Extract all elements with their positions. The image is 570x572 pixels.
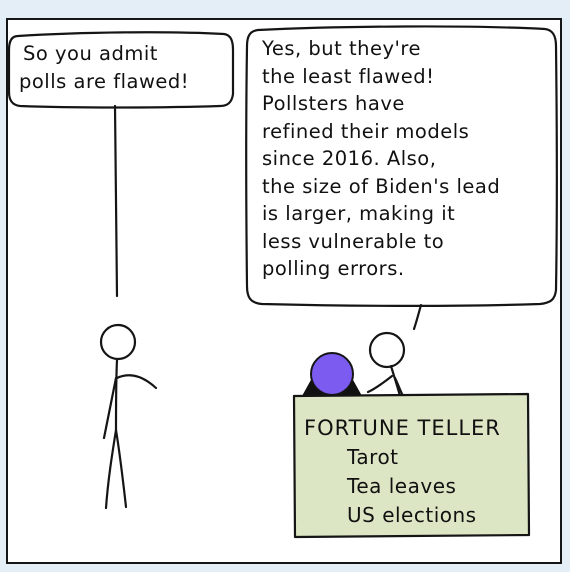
right-speech-bubble — [245, 25, 558, 307]
crystal-ball — [302, 352, 362, 396]
right-bubble-line: since 2016. Also, — [262, 147, 437, 170]
sign-item: US elections — [347, 503, 477, 527]
right-bubble-line: Pollsters have — [262, 92, 405, 115]
right-bubble-line: the least flawed! — [262, 64, 435, 88]
sign-item: Tea leaves — [347, 474, 457, 498]
right-bubble-line: Yes, but they're — [262, 37, 421, 60]
right-bubble-line: polling errors. — [262, 257, 405, 280]
left-stick-figure — [99, 323, 158, 510]
left-bubble-pointer — [113, 104, 119, 298]
sign-title: FORTUNE TELLER — [304, 416, 501, 440]
right-bubble-line: is larger, making it — [262, 202, 456, 225]
left-speech-bubble — [7, 31, 235, 109]
right-bubble-pointer — [412, 303, 423, 331]
left-bubble-line: polls are flawed! — [19, 70, 190, 93]
sign-item: Tarot — [347, 445, 399, 469]
fortune-teller-figure — [366, 331, 406, 398]
left-bubble-line: So you admit — [23, 42, 158, 65]
fortune-teller-sign — [292, 392, 531, 539]
right-bubble-line: the size of Biden's lead — [262, 174, 501, 198]
right-bubble-line: less vulnerable to — [262, 229, 445, 253]
right-bubble-line: refined their models — [262, 119, 470, 143]
